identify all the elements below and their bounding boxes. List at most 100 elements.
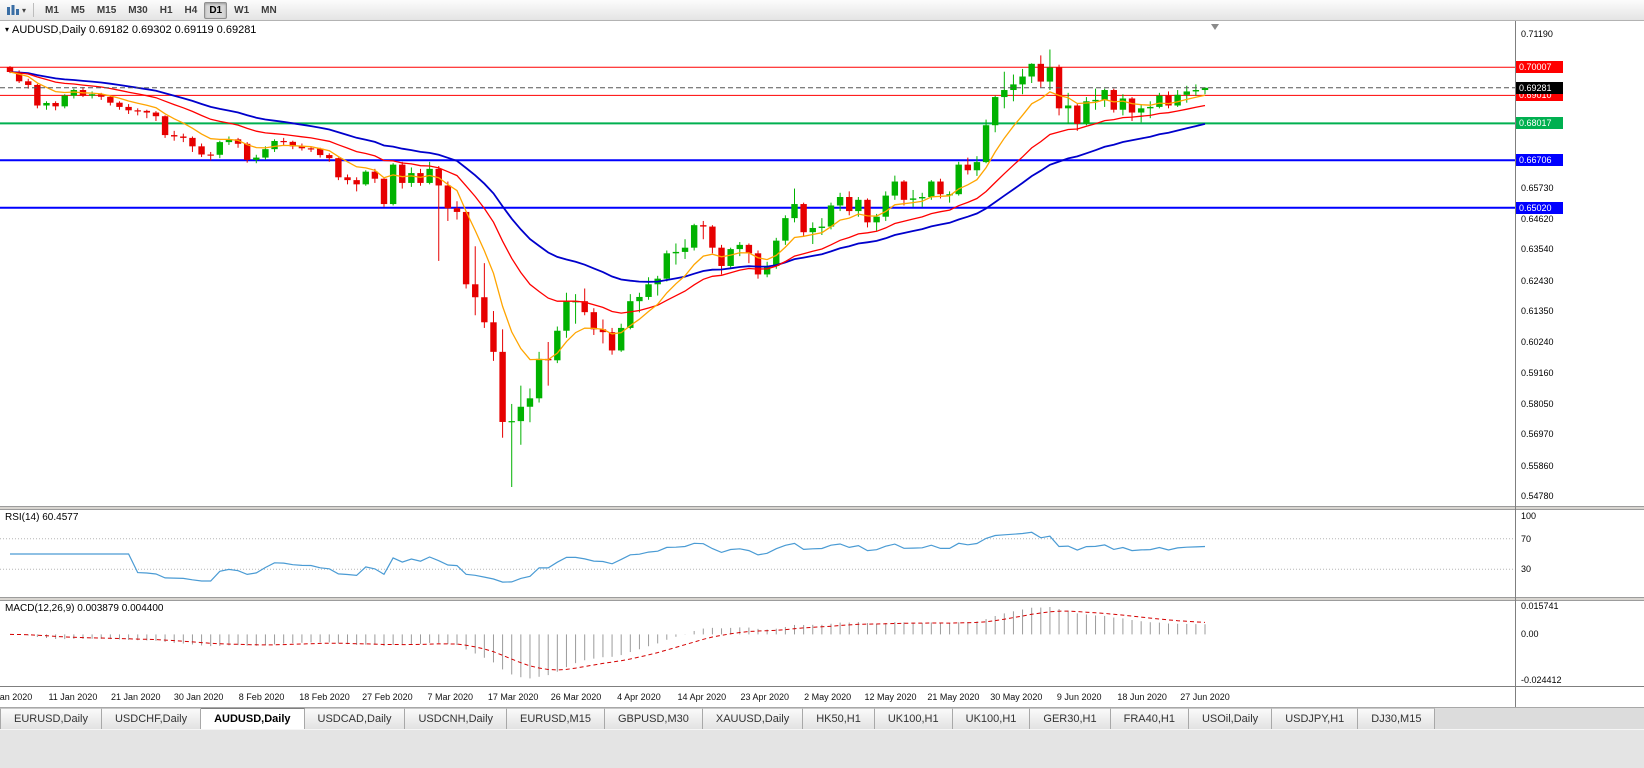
- macd-panel[interactable]: MACD(12,26,9) 0.003879 0.004400 0.015741…: [0, 601, 1644, 686]
- chart-tab-eurusd-m15[interactable]: EURUSD,M15: [507, 708, 605, 729]
- chart-tab-ger30-h1[interactable]: GER30,H1: [1030, 708, 1111, 729]
- candle-body: [1165, 95, 1172, 106]
- chart-tab-dj30-m15[interactable]: DJ30,M15: [1358, 708, 1436, 729]
- candle-body: [754, 253, 762, 275]
- candle-body: [152, 112, 160, 117]
- date-label: 11 Jan 2020: [48, 692, 98, 702]
- dropdown-caret-icon[interactable]: ▾: [22, 5, 27, 15]
- price-axis-label: 0.55860: [1521, 460, 1554, 471]
- candle-body: [855, 199, 862, 212]
- time-axis: 2 Jan 2020 11 Jan 2020 21 Jan 2020 30 Jan 2…: [0, 686, 1644, 707]
- chart-tab-usdcad-daily[interactable]: USDCAD,Daily: [304, 708, 406, 729]
- candle-body: [928, 181, 935, 198]
- candle-body: [955, 164, 962, 195]
- date-label: 21 Jan 2020: [111, 692, 161, 702]
- candle-body: [700, 225, 707, 227]
- candlestick-series: [6, 49, 1209, 487]
- chart-tab-xauusd-daily[interactable]: XAUUSD,Daily: [702, 708, 804, 729]
- ma-slow-line: [9, 71, 1206, 283]
- chart-tab-usoil-daily[interactable]: USOil,Daily: [1188, 708, 1273, 729]
- timeframe-button-m30[interactable]: M30: [128, 4, 148, 16]
- panel-splitter[interactable]: [0, 506, 1644, 510]
- chart-tab-eurusd-daily[interactable]: EURUSD,Daily: [0, 708, 102, 729]
- chart-tab-hk50-h1[interactable]: HK50,H1: [803, 708, 875, 729]
- rsi-panel[interactable]: RSI(14) 60.4577 100 70 30: [0, 510, 1644, 597]
- rsi-label: RSI(14) 60.4577: [5, 512, 79, 523]
- candle-body: [973, 162, 981, 171]
- chart-tab-gbpusd-m30[interactable]: GBPUSD,M30: [604, 708, 703, 729]
- chart-tab-usdjpy-h1[interactable]: USDJPY,H1: [1272, 708, 1359, 729]
- candle-body: [116, 102, 123, 107]
- timeframe-button-w1[interactable]: W1: [234, 4, 250, 16]
- rsi-axis-label: 70: [1521, 533, 1532, 544]
- timeframe-buttons: M1 M5 M15 M30 H1 H4 D1 W1 MN: [39, 1, 283, 19]
- candle-body: [1064, 105, 1072, 109]
- candle-body: [900, 181, 908, 200]
- candle-body: [499, 351, 506, 422]
- price-axis-label: 0.65730: [1521, 182, 1554, 193]
- candle-body: [1137, 108, 1145, 113]
- candle-body: [554, 330, 561, 361]
- timeframe-button-h4[interactable]: H4: [184, 4, 198, 16]
- candle-body: [280, 140, 287, 143]
- candle-body: [745, 244, 753, 254]
- ma-mid-line: [9, 71, 1206, 314]
- rsi-axis-label: 100: [1521, 511, 1537, 521]
- chart-tab-usdcnh-daily[interactable]: USDCNH,Daily: [405, 708, 508, 729]
- chart-tabs-bar: EURUSD,Daily USDCHF,Daily AUDUSD,Daily USDC…: [0, 707, 1644, 729]
- price-axis-label: 0.59160: [1521, 367, 1554, 378]
- chart-tab-uk100-h1[interactable]: UK100,H1: [874, 708, 953, 729]
- timeframe-button-h1[interactable]: H1: [159, 4, 173, 16]
- candle-body: [909, 198, 917, 200]
- candle-body: [34, 84, 41, 106]
- price-axis-label: 0.63540: [1521, 244, 1554, 255]
- candle-body: [107, 96, 114, 103]
- panel-splitter[interactable]: [0, 597, 1644, 601]
- chart-title-text: AUDUSD,Daily 0.69182 0.69302 0.69119 0.6…: [12, 24, 257, 36]
- candle-body: [161, 116, 169, 136]
- chart-shift-marker-icon[interactable]: [1211, 24, 1219, 30]
- price-badge-0.70007: 0.70007: [1516, 61, 1563, 74]
- candle-body: [891, 181, 899, 196]
- candle-body: [590, 312, 598, 330]
- price-axis-label: 0.60240: [1521, 337, 1554, 348]
- chart-tab-fra40-h1[interactable]: FRA40,H1: [1110, 708, 1189, 729]
- timeframe-button-m1[interactable]: M1: [45, 4, 59, 16]
- candle-body: [836, 197, 844, 206]
- main-chart-panel[interactable]: ▾ AUDUSD,Daily 0.69182 0.69302 0.69119 0.…: [0, 21, 1644, 506]
- timeframe-button-m5[interactable]: M5: [70, 4, 85, 16]
- candle-body: [216, 142, 224, 155]
- chart-tab-uk100-h1[interactable]: UK100,H1: [952, 708, 1031, 729]
- ma-fast-line: [9, 71, 1206, 361]
- chart-tab-audusd-daily[interactable]: AUDUSD,Daily: [201, 708, 305, 729]
- candle-body: [15, 72, 23, 82]
- chart-type-icon[interactable]: [5, 4, 21, 17]
- macd-axis-label: 0.00: [1521, 629, 1539, 640]
- macd-axis-label: -0.024412: [1521, 675, 1562, 685]
- candle-body: [1192, 90, 1200, 92]
- candle-body: [791, 204, 798, 219]
- macd-signal-line: [9, 610, 1206, 671]
- price-axis-label: 0.71190: [1521, 29, 1553, 39]
- candle-body: [809, 227, 816, 233]
- candle-body: [1083, 101, 1090, 124]
- timeframe-button-d1[interactable]: D1: [204, 1, 228, 19]
- candle-body: [964, 164, 972, 171]
- candle-body: [234, 139, 242, 144]
- candle-body: [608, 332, 616, 351]
- current-price-badge: 0.69281: [1516, 81, 1563, 94]
- timeframe-button-m15[interactable]: M15: [96, 4, 117, 16]
- candle-body: [1037, 63, 1045, 82]
- candle-body: [362, 171, 369, 185]
- price-badge-0.65020: 0.65020: [1516, 201, 1563, 214]
- candle-body: [1110, 90, 1117, 110]
- date-label: 9 Jun 2020: [1056, 692, 1102, 702]
- candle-body: [353, 180, 360, 185]
- chart-tab-usdchf-daily[interactable]: USDCHF,Daily: [101, 708, 202, 729]
- candle-body: [846, 197, 853, 212]
- candle-body: [1156, 95, 1163, 107]
- candle-body: [982, 125, 990, 163]
- timeframe-button-mn[interactable]: MN: [261, 4, 277, 16]
- candle-body: [88, 94, 96, 96]
- candle-body: [198, 146, 205, 155]
